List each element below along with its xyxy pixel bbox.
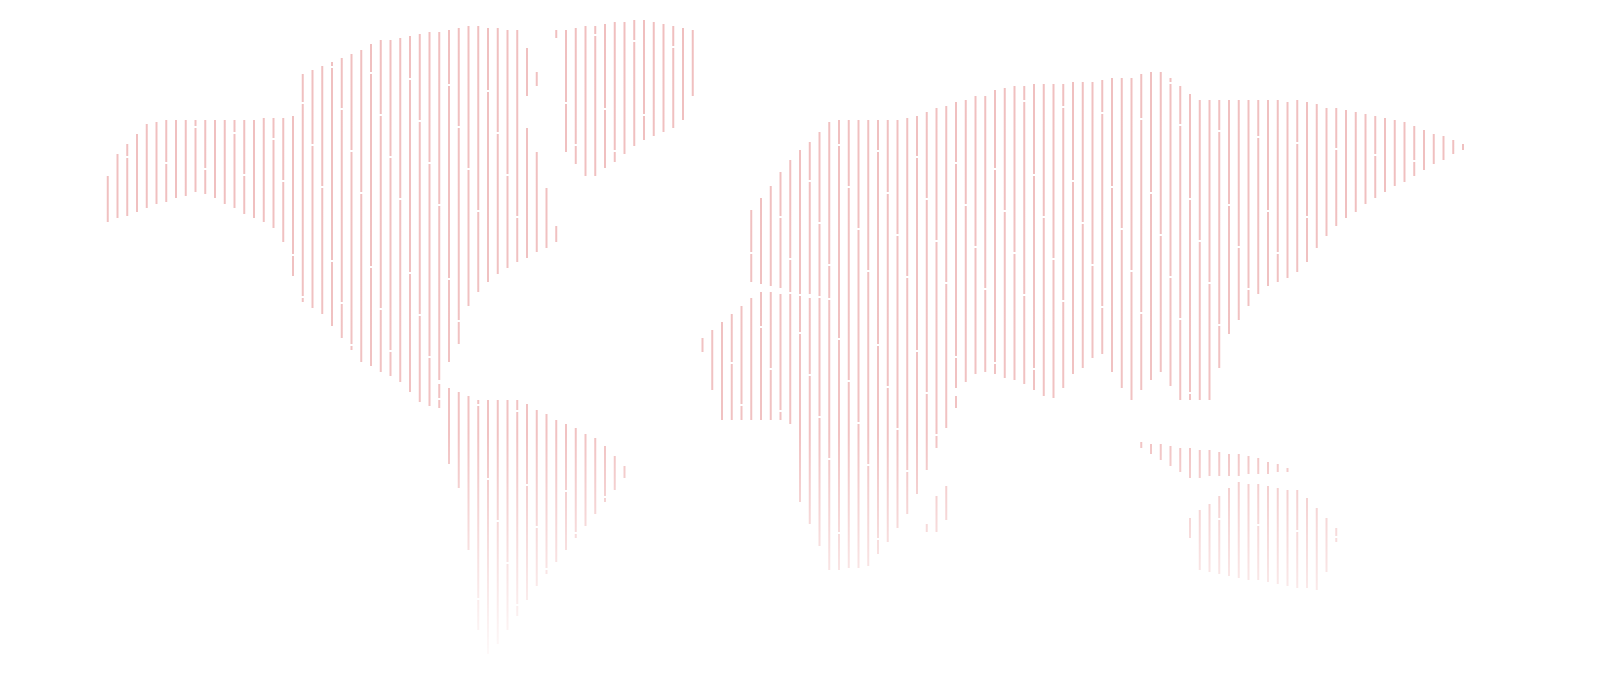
map-lines [106,20,1464,654]
